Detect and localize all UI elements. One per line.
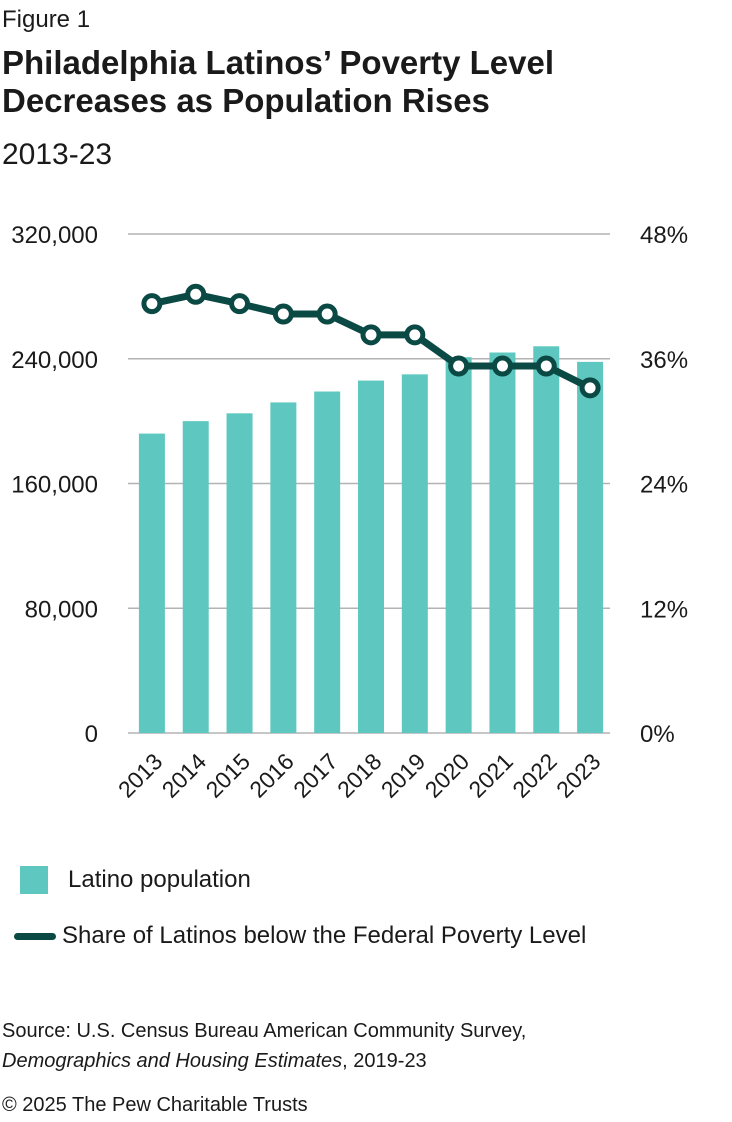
population-bar bbox=[533, 346, 560, 733]
left-tick-label: 0 bbox=[85, 721, 98, 748]
x-tick-label: 2020 bbox=[420, 748, 475, 803]
left-tick-label: 160,000 bbox=[11, 472, 98, 499]
population-bar bbox=[489, 352, 516, 733]
x-tick-label: 2017 bbox=[288, 748, 343, 803]
legend-label-poverty: Share of Latinos below the Federal Pover… bbox=[62, 922, 587, 949]
x-tick-label: 2021 bbox=[463, 748, 518, 803]
right-axis-ticks: 0% 12% 24% 36% 48% bbox=[640, 222, 688, 748]
chart-title: Philadelphia Latinos’ Poverty Level Decr… bbox=[2, 44, 555, 119]
population-bar bbox=[270, 402, 297, 733]
x-tick-label: 2023 bbox=[551, 748, 606, 803]
population-bar bbox=[445, 357, 472, 733]
poverty-point bbox=[404, 324, 426, 346]
right-tick-label: 24% bbox=[640, 472, 688, 499]
legend-swatch-line bbox=[14, 932, 56, 940]
source-suffix: , 2019-23 bbox=[342, 1050, 427, 1072]
population-bar bbox=[314, 391, 341, 733]
poverty-point bbox=[229, 293, 251, 315]
right-tick-label: 12% bbox=[640, 596, 688, 623]
legend-item-population: Latino population bbox=[14, 866, 251, 894]
x-tick-label: 2018 bbox=[332, 748, 387, 803]
poverty-point bbox=[185, 283, 207, 305]
right-tick-label: 36% bbox=[640, 347, 688, 374]
source-italic: Demographics and Housing Estimates bbox=[2, 1050, 343, 1072]
poverty-point bbox=[491, 355, 513, 377]
x-tick-label: 2019 bbox=[376, 748, 431, 803]
x-tick-label: 2022 bbox=[507, 748, 562, 803]
right-tick-label: 0% bbox=[640, 721, 675, 748]
source-prefix: Source: U.S. Census Bureau American Comm… bbox=[2, 1020, 527, 1042]
poverty-point bbox=[272, 303, 294, 325]
right-tick-label: 48% bbox=[640, 222, 688, 249]
left-tick-label: 240,000 bbox=[11, 347, 98, 374]
poverty-point bbox=[448, 355, 470, 377]
legend-label-population: Latino population bbox=[68, 866, 251, 893]
x-tick-label: 2013 bbox=[113, 748, 168, 803]
copyright: © 2025 The Pew Charitable Trusts bbox=[2, 1094, 308, 1116]
poverty-point bbox=[579, 377, 601, 399]
figure-label: Figure 1 bbox=[2, 6, 91, 33]
x-tick-label: 2014 bbox=[157, 748, 212, 803]
left-axis-ticks: 0 80,000 160,000 240,000 320,000 bbox=[11, 222, 98, 748]
left-tick-label: 320,000 bbox=[11, 222, 98, 249]
source-note: Source: U.S. Census Bureau American Comm… bbox=[2, 1016, 722, 1076]
population-bar bbox=[138, 433, 165, 733]
population-bar bbox=[182, 421, 209, 733]
x-tick-label: 2016 bbox=[244, 748, 299, 803]
left-tick-label: 80,000 bbox=[25, 596, 98, 623]
chart-subtitle: 2013-23 bbox=[2, 138, 113, 171]
poverty-point bbox=[360, 324, 382, 346]
population-bar bbox=[401, 374, 428, 733]
population-bar bbox=[226, 413, 253, 733]
population-bars bbox=[138, 346, 604, 733]
x-tick-label: 2015 bbox=[201, 748, 256, 803]
poverty-point bbox=[316, 303, 338, 325]
population-bar bbox=[577, 361, 604, 733]
poverty-point bbox=[141, 293, 163, 315]
x-axis-ticks: 2013201420152016201720182019202020212022… bbox=[113, 748, 606, 803]
legend-swatch-bar bbox=[20, 866, 48, 894]
population-bar bbox=[358, 380, 384, 733]
poverty-line bbox=[141, 283, 601, 399]
legend-item-poverty: Share of Latinos below the Federal Pover… bbox=[14, 922, 586, 950]
combo-chart: 0 80,000 160,000 240,000 320,000 0% 12% 24% 36%… bbox=[11, 222, 688, 803]
poverty-point bbox=[535, 355, 557, 377]
